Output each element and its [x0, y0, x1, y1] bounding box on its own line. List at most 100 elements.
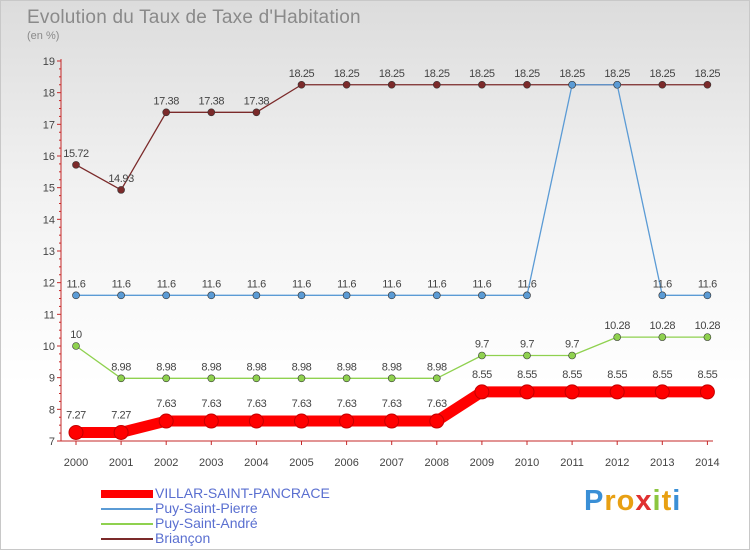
chart-subtitle: (en %) — [27, 30, 60, 42]
data-point — [432, 374, 441, 383]
data-point — [387, 291, 396, 300]
data-label: 8.55 — [697, 369, 717, 381]
legend-label: VILLAR-SAINT-PANCRACE — [155, 485, 330, 501]
data-point — [658, 291, 667, 300]
data-label: 11.6 — [382, 278, 401, 290]
data-point — [387, 374, 396, 383]
data-label: 17.38 — [153, 95, 179, 107]
data-label: 11.6 — [472, 278, 491, 290]
data-point — [703, 333, 712, 341]
logo-letter: r — [604, 485, 617, 517]
x-tick-label: 2006 — [334, 457, 358, 469]
data-label: 11.6 — [427, 278, 446, 290]
y-tick-label: 19 — [43, 56, 55, 68]
data-label: 11.6 — [67, 278, 86, 290]
data-point — [478, 80, 486, 89]
data-label: 11.6 — [518, 278, 537, 290]
x-tick-label: 2001 — [109, 457, 133, 469]
data-label: 18.25 — [514, 68, 540, 80]
data-point — [113, 424, 129, 440]
x-tick-label: 2012 — [605, 457, 629, 469]
data-label: 11.6 — [698, 278, 717, 290]
data-label: 7.63 — [337, 398, 357, 410]
data-point — [384, 413, 400, 429]
legend-label: Briançon — [155, 530, 211, 546]
data-label: 17.38 — [199, 95, 225, 107]
y-tick-label: 15 — [43, 183, 55, 195]
data-point — [478, 351, 486, 360]
proxiti-logo: Proxiti — [584, 485, 681, 518]
legend-label: Puy-Saint-Pierre — [155, 500, 258, 516]
data-point — [658, 80, 667, 89]
data-label: 8.98 — [427, 361, 447, 373]
data-label: 10.28 — [604, 320, 630, 332]
x-tick-label: 2014 — [695, 457, 719, 469]
data-label: 7.63 — [156, 398, 176, 410]
data-label: 10.28 — [650, 320, 676, 332]
data-label: 11.6 — [247, 278, 266, 290]
data-label: 14.93 — [108, 173, 134, 185]
data-point — [252, 291, 261, 300]
data-label: 11.6 — [112, 278, 131, 290]
data-point — [297, 291, 306, 300]
legend-swatch — [101, 508, 153, 510]
data-point — [523, 291, 531, 300]
data-label: 17.38 — [244, 95, 270, 107]
data-point — [117, 374, 125, 383]
logo-letter: i — [652, 485, 662, 517]
data-point — [297, 80, 306, 89]
data-point — [252, 374, 261, 383]
data-point — [703, 291, 712, 300]
data-label: 8.98 — [382, 361, 402, 373]
data-point — [162, 108, 170, 117]
logo-letter: P — [584, 485, 605, 517]
data-point — [207, 374, 216, 383]
data-point — [703, 80, 712, 89]
data-label: 9.7 — [475, 339, 489, 351]
data-point — [339, 413, 355, 429]
y-tick-label: 14 — [43, 214, 55, 226]
data-label: 18.25 — [424, 68, 450, 80]
data-label: 7.63 — [427, 398, 447, 410]
data-label: 8.55 — [652, 369, 672, 381]
chart-title: Evolution du Taux de Taxe d'Habitation — [27, 7, 361, 28]
data-point — [609, 384, 625, 400]
data-label: 18.25 — [289, 68, 315, 80]
data-point — [658, 333, 667, 341]
data-label: 18.25 — [559, 68, 585, 80]
y-tick-label: 16 — [43, 151, 55, 163]
data-label: 8.98 — [111, 361, 131, 373]
legend-label: Puy-Saint-André — [155, 515, 258, 531]
data-point — [523, 351, 531, 360]
logo-letter: t — [661, 485, 673, 517]
data-label: 8.55 — [607, 369, 627, 381]
data-label: 8.98 — [201, 361, 221, 373]
data-label: 11.6 — [202, 278, 221, 290]
x-tick-label: 2000 — [64, 457, 88, 469]
data-point — [342, 291, 351, 300]
data-point — [478, 291, 486, 300]
y-tick-label: 17 — [43, 119, 55, 131]
x-tick-label: 2009 — [470, 457, 494, 469]
data-label: 7.63 — [201, 398, 221, 410]
data-label: 10 — [70, 329, 82, 341]
y-tick-label: 7 — [49, 436, 55, 448]
y-tick-label: 12 — [43, 278, 55, 290]
y-tick-label: 11 — [44, 309, 55, 321]
data-label: 11.6 — [337, 278, 356, 290]
data-label: 11.6 — [157, 278, 176, 290]
data-point — [207, 291, 216, 300]
data-point — [432, 291, 441, 300]
data-label: 7.27 — [111, 409, 131, 421]
data-label: 18.25 — [650, 68, 676, 80]
data-point — [72, 161, 80, 169]
data-point — [297, 374, 306, 383]
data-point — [519, 384, 535, 400]
y-tick-label: 10 — [43, 341, 55, 353]
data-label: 8.55 — [562, 369, 582, 381]
data-point — [523, 80, 531, 89]
logo-letter: i — [672, 485, 682, 517]
y-tick-label: 9 — [49, 373, 55, 385]
data-label: 10.28 — [695, 320, 721, 332]
